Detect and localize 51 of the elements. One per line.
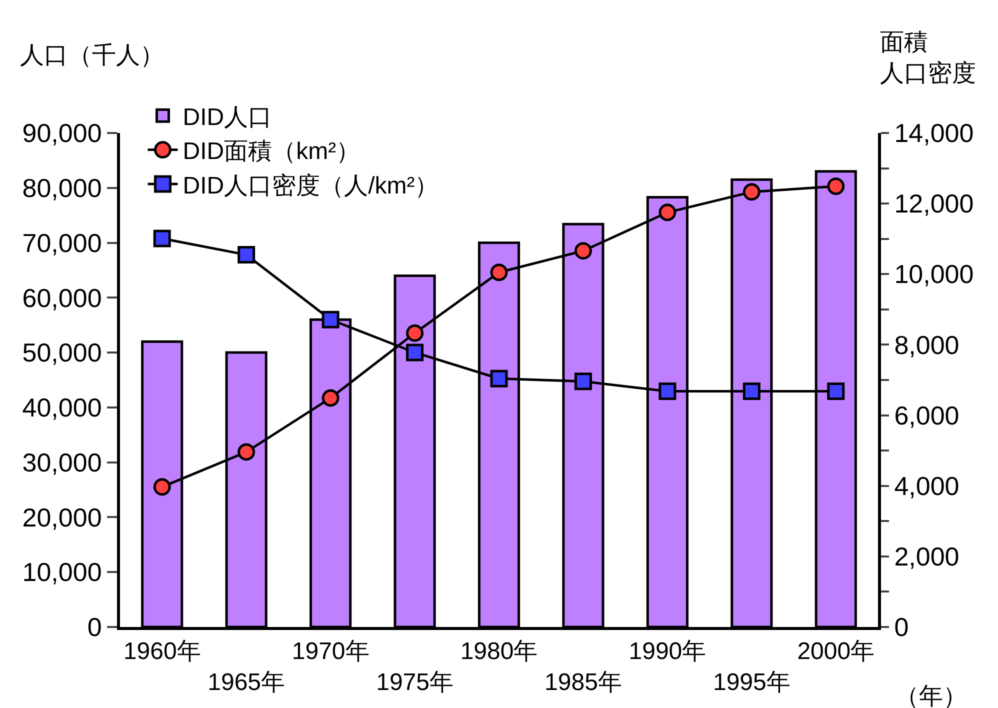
y2-tick-label: 6,000: [894, 400, 960, 430]
x-tick-label: 1975年: [376, 669, 454, 696]
point: [238, 443, 256, 461]
point: [574, 372, 592, 390]
point: [406, 344, 424, 362]
y2-tick-label: 2,000: [894, 542, 960, 572]
y-tick-label: 10,000: [22, 557, 102, 588]
x-tick-label: 2000年: [797, 638, 875, 665]
point: [742, 382, 760, 400]
y-tick-label: 70,000: [22, 228, 102, 258]
point: [742, 183, 760, 201]
point: [490, 370, 508, 388]
legend-label: DID人口: [182, 104, 272, 131]
x-tick-label: 1995年: [712, 669, 790, 696]
x-tick-label: 1965年: [208, 669, 286, 696]
y-tick-label: 20,000: [22, 502, 102, 532]
x-axis-title: （年）: [895, 683, 967, 708]
x-tick-label: 1980年: [460, 638, 538, 665]
x-tick-label: 1985年: [544, 669, 622, 696]
y-tick-label: 50,000: [22, 338, 102, 368]
y-tick-label: 90,000: [22, 118, 102, 148]
y-axis-title: 人口（千人）: [20, 42, 164, 69]
point: [322, 310, 340, 328]
y2-tick-label: 4,000: [894, 470, 960, 501]
y2-tick-label: 12,000: [894, 188, 974, 219]
point: [827, 178, 845, 196]
y-tick-label: 60,000: [22, 282, 102, 313]
point: [238, 246, 256, 264]
point: [153, 230, 171, 248]
point: [658, 204, 676, 222]
point: [490, 264, 508, 282]
legend-label: DID面積（km²）: [182, 138, 360, 166]
point: [574, 242, 592, 260]
y2-tick-label: 8,000: [894, 330, 960, 360]
point: [658, 382, 676, 400]
y-tick-label: 40,000: [22, 392, 102, 423]
x-tick-label: 1990年: [628, 638, 706, 665]
legend-label: DID人口密度（人/km²）: [182, 172, 439, 200]
x-tick-label: 1960年: [123, 638, 201, 665]
y2-tick-label: 14,000: [894, 118, 974, 148]
y2-tick-label: 10,000: [894, 259, 974, 290]
y-tick-label: 0: [87, 612, 102, 642]
point: [322, 389, 340, 407]
y2-axis-title: 面積人口密度: [880, 29, 976, 88]
point: [153, 478, 171, 496]
y2-tick-label: 0: [894, 612, 909, 642]
y-tick-label: 30,000: [22, 447, 102, 478]
point: [406, 324, 424, 342]
x-tick-label: 1970年: [292, 638, 370, 665]
point: [827, 382, 845, 400]
y-tick-label: 80,000: [22, 172, 102, 203]
